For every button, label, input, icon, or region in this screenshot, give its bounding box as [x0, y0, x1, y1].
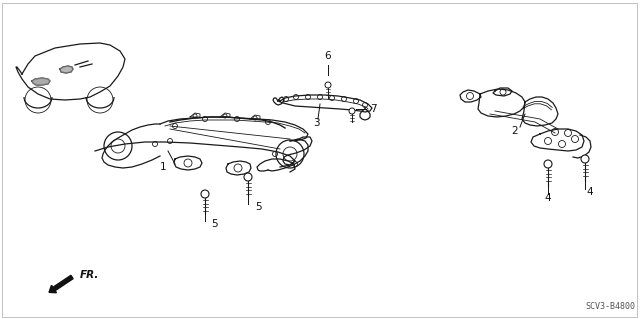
Polygon shape — [60, 66, 73, 73]
Text: 4: 4 — [545, 193, 551, 203]
Text: 5: 5 — [255, 202, 262, 212]
Circle shape — [544, 160, 552, 168]
Circle shape — [581, 155, 589, 163]
Text: 5: 5 — [211, 219, 218, 229]
Text: 1: 1 — [160, 162, 166, 172]
Circle shape — [349, 108, 355, 114]
FancyArrow shape — [49, 275, 73, 293]
Circle shape — [325, 82, 331, 88]
Text: 6: 6 — [324, 51, 332, 61]
Text: SCV3-B4800: SCV3-B4800 — [585, 302, 635, 311]
Text: 3: 3 — [313, 118, 319, 128]
Text: 4: 4 — [587, 187, 593, 197]
Text: 2: 2 — [512, 126, 518, 136]
Text: 7: 7 — [370, 104, 376, 114]
Polygon shape — [32, 78, 50, 85]
Circle shape — [201, 190, 209, 198]
Text: FR.: FR. — [80, 270, 99, 280]
Circle shape — [244, 173, 252, 181]
